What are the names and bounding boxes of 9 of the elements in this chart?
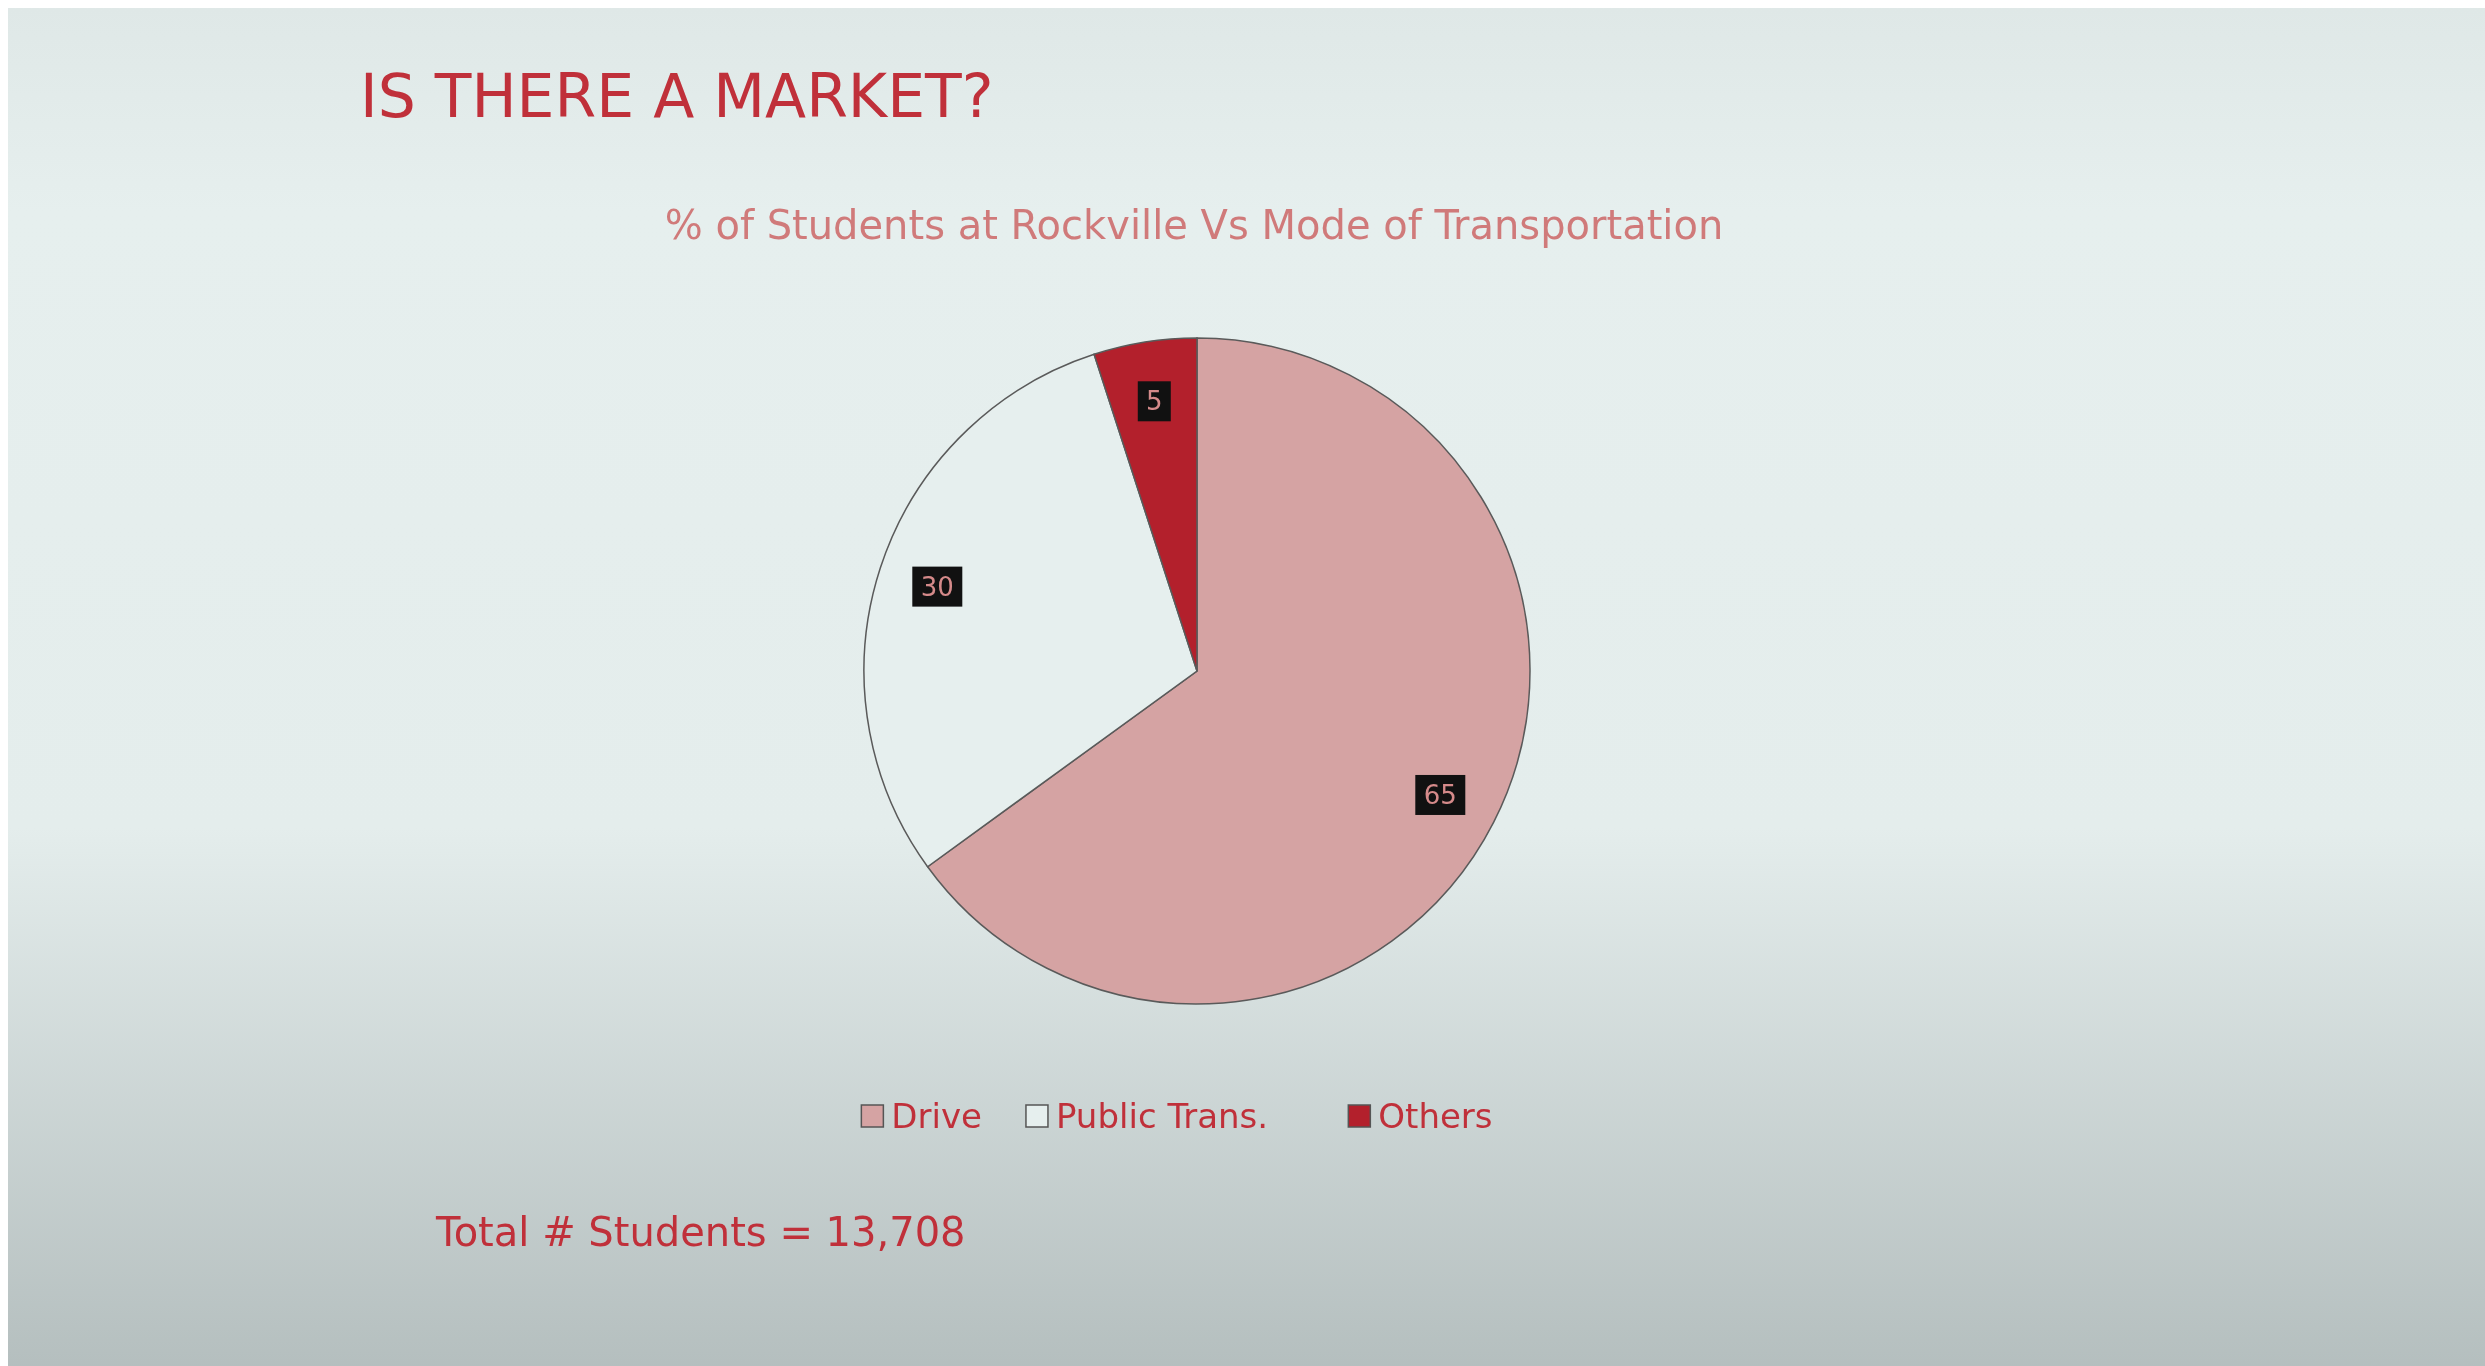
chart-title: IS THERE A MARKET? — [360, 61, 994, 131]
chart-subtitle: % of Students at Rockville Vs Mode of Transportation — [664, 202, 1724, 248]
text: Total # Students = 13,708 — [435, 1209, 966, 1255]
data-label: 5 — [1146, 386, 1163, 417]
data-label: 30 — [920, 571, 954, 602]
legend-label: Others — [1378, 1096, 1493, 1136]
data-label: 65 — [1423, 779, 1457, 810]
legend-label: Drive — [891, 1096, 983, 1136]
legend-label: Public Trans. — [1055, 1096, 1269, 1136]
